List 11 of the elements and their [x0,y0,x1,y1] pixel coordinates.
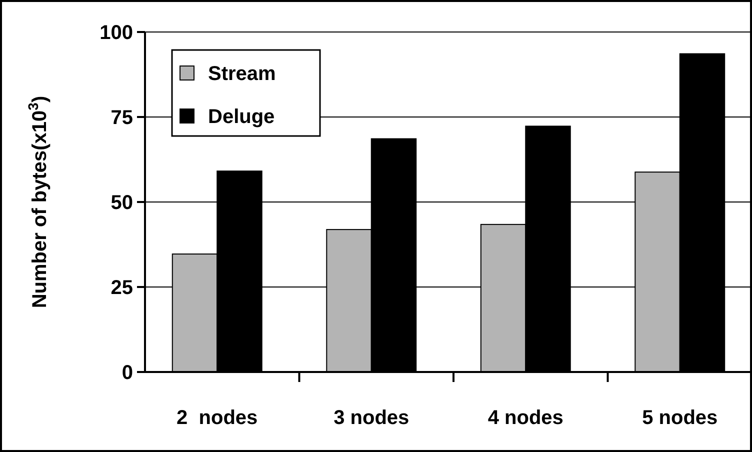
x-tick-label: 2 nodes [176,407,258,429]
legend-label: Deluge [208,106,275,128]
x-tick-label: 5 nodes [642,407,718,429]
y-tick-label: 25 [110,277,133,299]
y-tick-label: 0 [122,362,133,384]
y-tick-label: 100 [100,22,133,44]
legend-label: Stream [208,63,276,85]
x-tick-label: 4 nodes [488,407,564,429]
y-tick-label: 50 [110,192,133,214]
y-tick-label: 75 [110,107,133,129]
x-tick-label: 3 nodes [334,407,410,429]
